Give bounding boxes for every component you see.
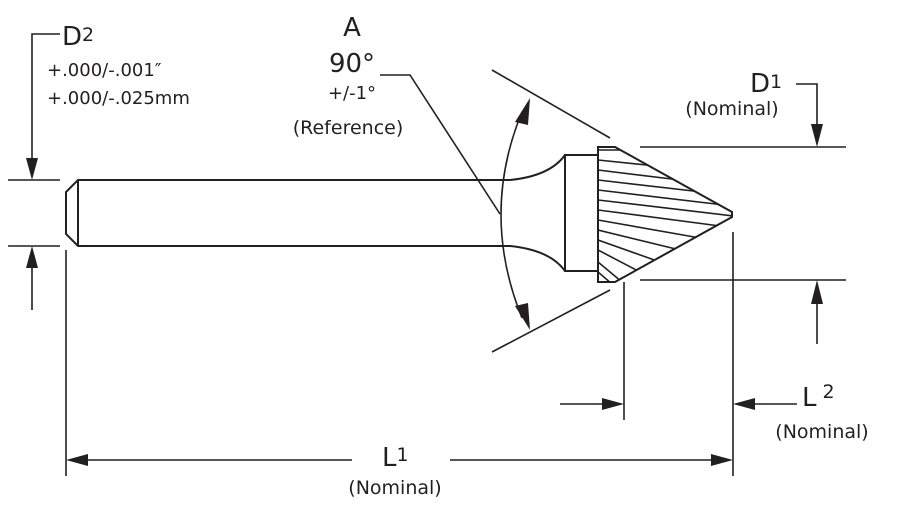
shank: [65, 179, 510, 247]
cone-head: [597, 146, 733, 283]
d1-dimension: D1 (Nominal): [640, 69, 846, 344]
d2-tolerance-inch: +.000/-.001″: [47, 60, 162, 81]
l2-nominal-note: (Nominal): [775, 421, 868, 443]
angle-arrow-bottom: [515, 303, 530, 330]
l1-dimension: L1 (Nominal): [65, 250, 733, 499]
d2-label: D2: [62, 22, 94, 52]
neck: [564, 154, 599, 272]
d1-label: D1: [750, 69, 782, 99]
l2-arrow-right: [733, 398, 755, 410]
angle-reference-note: (Reference): [293, 117, 404, 139]
d2-tolerance-mm: +.000/-.025mm: [47, 88, 190, 109]
d2-dimension: D2 +.000/-.001″ +.000/-.025mm: [8, 22, 190, 310]
angle-leader: [380, 74, 501, 215]
angle-ext-top: [491, 69, 611, 139]
l1-arrow-right: [711, 454, 733, 466]
angle-value: 90°: [329, 49, 375, 79]
angle-dimension: A 90° +/-1° (Reference): [293, 13, 611, 353]
cutting-flutes: [598, 149, 732, 282]
d2-leader: [31, 33, 60, 160]
d1-arrow-top: [811, 124, 823, 147]
d1-arrow-bottom: [811, 280, 823, 304]
d2-arrow-bottom: [26, 246, 38, 268]
l1-arrow-left: [66, 454, 88, 466]
angle-tolerance: +/-1°: [328, 83, 376, 104]
neck-fillet-bottom: [509, 245, 566, 272]
l1-nominal-note: (Nominal): [348, 477, 441, 499]
l1-label: L1: [382, 443, 409, 473]
tool-outline: [65, 146, 733, 283]
angle-ext-bottom: [491, 289, 611, 353]
d1-nominal-note: (Nominal): [685, 98, 778, 120]
d2-arrow-top: [26, 158, 38, 180]
angle-letter: A: [343, 13, 361, 43]
d1-leader: [796, 83, 818, 124]
angle-arrow-top: [515, 98, 530, 125]
neck-fillet-top: [509, 154, 566, 181]
angle-arc: [500, 111, 523, 319]
l2-arrow-left: [602, 398, 624, 410]
